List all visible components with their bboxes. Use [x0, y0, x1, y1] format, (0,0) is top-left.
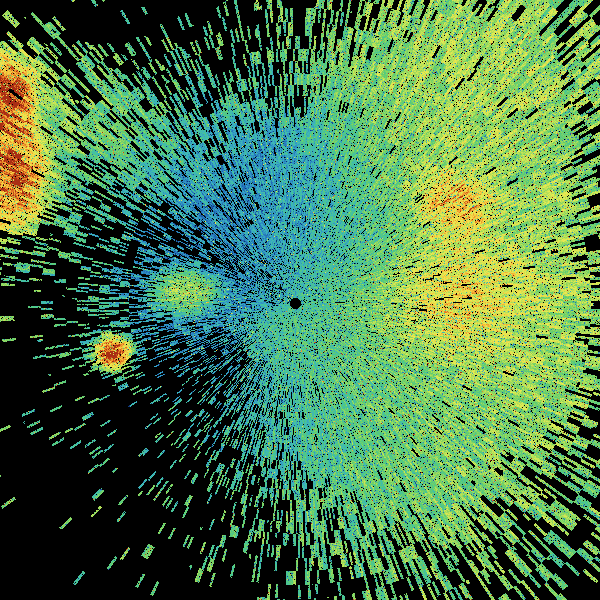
radar-display	[0, 0, 600, 600]
radar-reflectivity-image	[0, 0, 600, 600]
